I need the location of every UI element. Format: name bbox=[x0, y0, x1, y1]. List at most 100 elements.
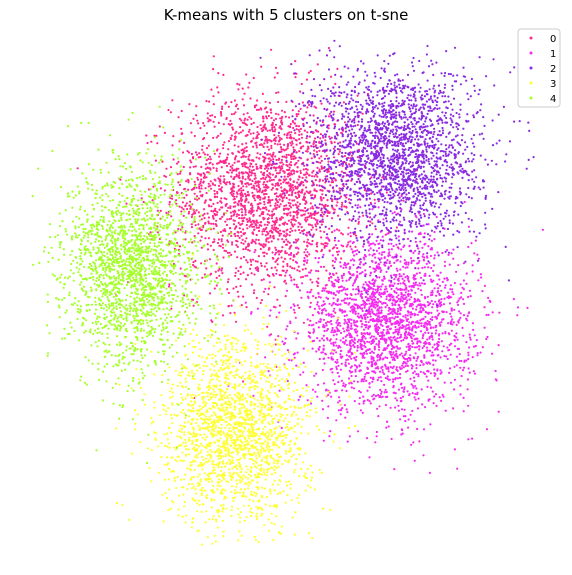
data-point bbox=[340, 285, 344, 288]
data-point bbox=[405, 301, 408, 304]
data-point bbox=[228, 232, 231, 235]
data-point bbox=[410, 146, 413, 149]
data-point bbox=[209, 158, 212, 161]
data-point bbox=[275, 172, 279, 175]
data-point bbox=[333, 141, 336, 144]
data-point bbox=[282, 260, 285, 263]
data-point bbox=[299, 222, 302, 226]
data-point bbox=[325, 244, 328, 248]
data-point bbox=[348, 218, 351, 221]
data-point bbox=[229, 205, 232, 208]
data-point bbox=[334, 178, 337, 181]
data-point bbox=[483, 306, 486, 309]
data-point bbox=[391, 313, 394, 316]
data-point bbox=[303, 256, 306, 260]
data-point bbox=[263, 181, 266, 184]
data-point bbox=[378, 291, 381, 294]
data-point bbox=[412, 441, 415, 444]
data-point bbox=[395, 287, 398, 290]
data-point bbox=[251, 159, 254, 162]
data-point bbox=[308, 230, 311, 234]
data-point bbox=[378, 346, 381, 349]
data-point bbox=[260, 243, 263, 246]
data-point bbox=[359, 139, 362, 142]
data-point bbox=[367, 321, 370, 324]
data-point bbox=[212, 166, 215, 169]
data-point bbox=[275, 192, 278, 195]
data-point bbox=[486, 335, 489, 339]
data-point bbox=[376, 378, 379, 382]
data-point bbox=[229, 169, 232, 172]
data-point bbox=[270, 147, 273, 150]
data-point bbox=[270, 266, 273, 270]
data-point bbox=[336, 148, 339, 151]
data-point bbox=[211, 182, 214, 185]
data-point bbox=[271, 251, 274, 254]
data-point bbox=[352, 344, 355, 347]
data-point bbox=[402, 282, 405, 285]
data-point bbox=[397, 324, 400, 327]
data-point bbox=[356, 156, 359, 159]
data-point bbox=[473, 334, 476, 337]
data-point bbox=[443, 277, 446, 280]
data-point bbox=[363, 302, 366, 305]
data-point bbox=[348, 163, 351, 166]
data-point bbox=[312, 114, 315, 117]
data-point bbox=[410, 288, 413, 291]
data-point bbox=[413, 357, 416, 360]
data-point bbox=[322, 253, 325, 256]
data-point bbox=[251, 165, 254, 168]
data-point bbox=[192, 165, 195, 168]
data-point bbox=[245, 182, 248, 185]
data-point bbox=[276, 263, 279, 266]
data-point bbox=[253, 289, 256, 292]
data-point bbox=[347, 241, 350, 244]
data-point bbox=[381, 352, 384, 355]
data-point bbox=[249, 221, 252, 224]
data-point bbox=[400, 275, 403, 278]
data-point bbox=[445, 154, 448, 158]
data-point bbox=[335, 228, 339, 231]
data-point bbox=[390, 356, 393, 359]
data-point bbox=[295, 170, 298, 173]
data-point bbox=[324, 322, 328, 325]
data-point bbox=[372, 282, 375, 285]
data-point bbox=[235, 167, 238, 170]
data-point bbox=[320, 198, 323, 202]
data-point bbox=[335, 326, 338, 329]
data-point bbox=[393, 84, 396, 87]
data-point bbox=[291, 267, 294, 270]
data-point bbox=[490, 159, 493, 162]
data-point bbox=[289, 177, 292, 180]
data-point bbox=[308, 324, 311, 327]
data-point bbox=[335, 344, 338, 347]
data-point bbox=[442, 345, 445, 348]
data-point bbox=[400, 339, 403, 342]
data-point bbox=[378, 252, 381, 255]
data-point bbox=[491, 311, 494, 314]
data-point bbox=[416, 182, 419, 185]
data-point bbox=[254, 180, 257, 183]
data-point bbox=[388, 307, 391, 310]
data-point bbox=[221, 105, 224, 108]
data-point bbox=[221, 206, 224, 209]
data-point bbox=[231, 164, 234, 167]
data-point bbox=[393, 261, 396, 264]
data-point bbox=[472, 158, 475, 161]
data-point bbox=[412, 386, 415, 389]
data-point bbox=[198, 187, 201, 190]
data-point bbox=[169, 166, 173, 169]
data-point bbox=[400, 295, 403, 298]
data-point bbox=[331, 329, 334, 332]
data-point bbox=[371, 279, 374, 282]
data-point bbox=[281, 238, 284, 241]
data-point bbox=[315, 150, 318, 153]
data-point bbox=[430, 354, 433, 357]
data-point bbox=[430, 266, 433, 270]
data-point bbox=[338, 150, 341, 153]
data-point bbox=[322, 243, 325, 246]
data-point bbox=[247, 173, 250, 176]
data-point bbox=[371, 395, 374, 398]
data-point bbox=[429, 372, 432, 375]
data-point bbox=[446, 346, 449, 349]
